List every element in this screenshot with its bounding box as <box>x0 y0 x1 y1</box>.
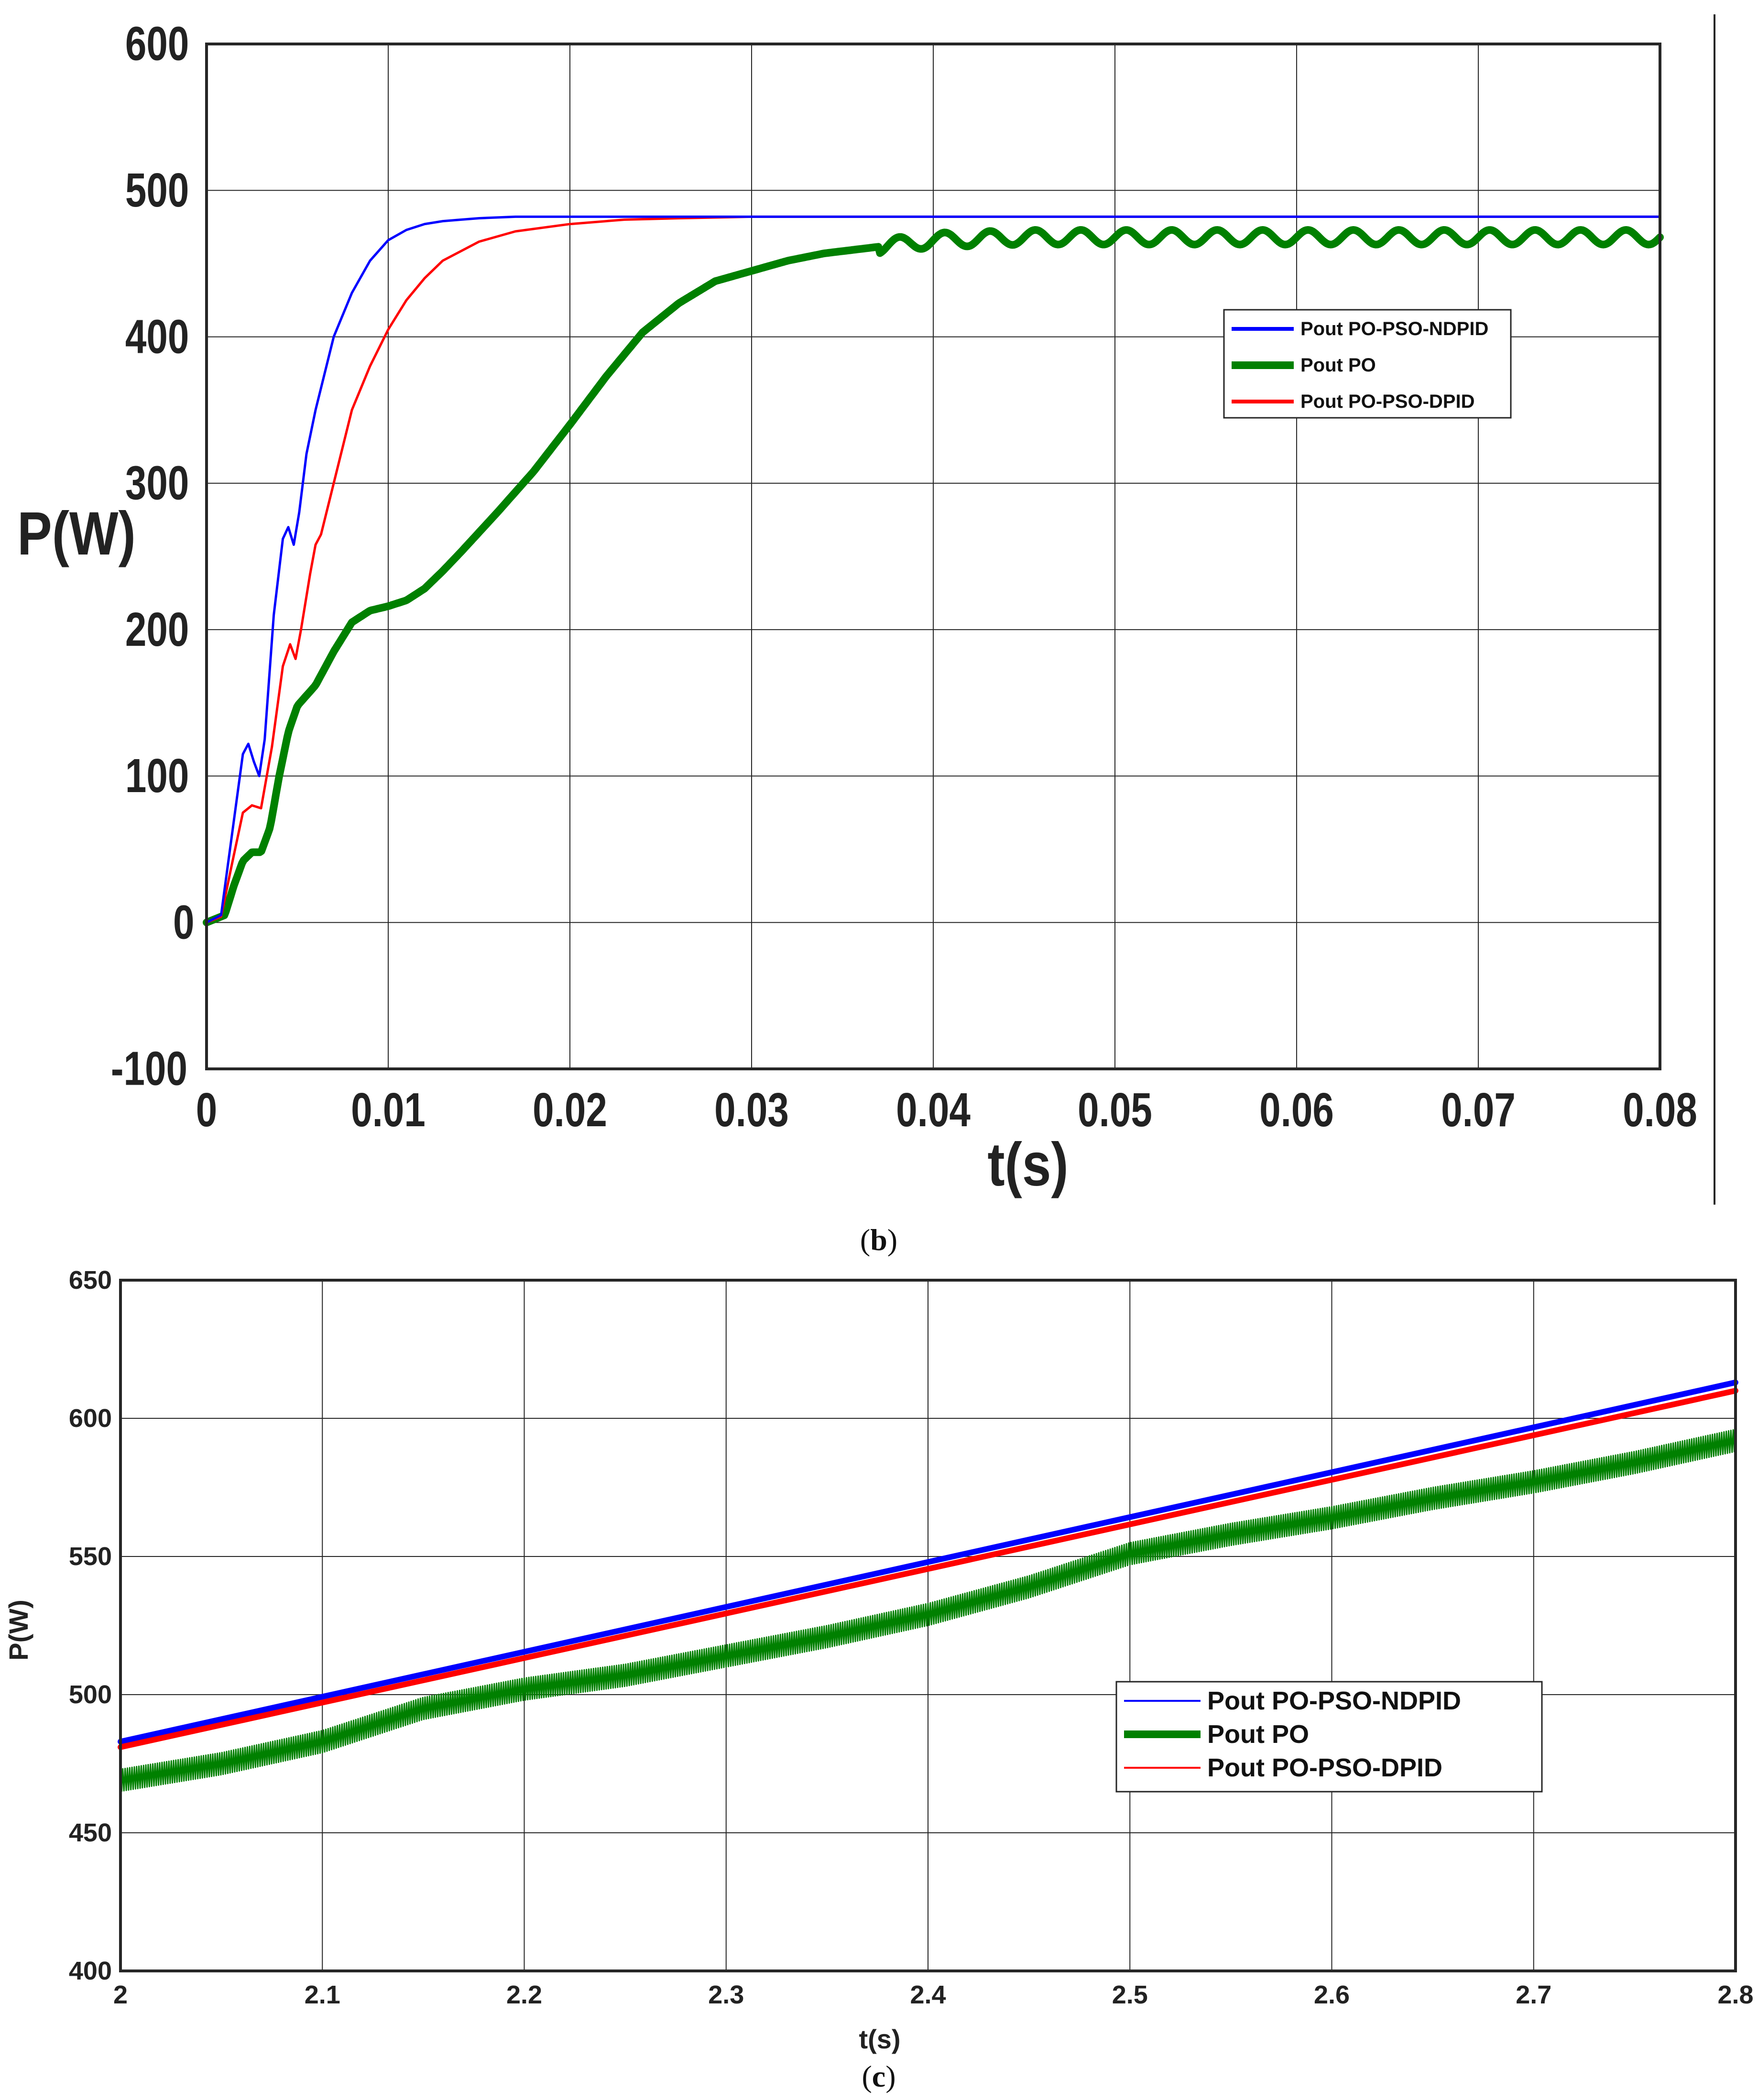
series-line-pout-po-pso-ndpid <box>205 215 1661 924</box>
series-line-pout-po <box>203 226 1664 926</box>
y-tick-label: 200 <box>125 603 189 656</box>
y-tick-label: -100 <box>111 1042 187 1096</box>
y-tick-label: 500 <box>69 1680 112 1709</box>
y-tick-label: 300 <box>125 457 189 510</box>
x-tick-label: 0.06 <box>1259 1084 1334 1137</box>
x-tick-label: 0.03 <box>714 1084 789 1137</box>
x-tick-label: 2.7 <box>1516 1980 1551 2009</box>
x-tick-label: 0.05 <box>1078 1084 1152 1137</box>
grid-lines-b <box>207 44 1660 1069</box>
y-tick-label: 600 <box>69 1404 112 1433</box>
legend-label: Pout PO <box>1300 355 1376 376</box>
x-tick-label: 2.4 <box>910 1980 946 2009</box>
y-axis-label-c: P(W) <box>3 1599 33 1661</box>
y-tick-label: 0 <box>173 896 194 949</box>
y-tick-label: 650 <box>69 1266 112 1295</box>
legend-label: Pout PO-PSO-NDPID <box>1300 318 1488 339</box>
series-group-c <box>118 1379 1738 1792</box>
x-tick-label: 2 <box>113 1980 128 2009</box>
caption-c: (c) <box>862 2059 895 2093</box>
plot-frame-c <box>119 1279 1737 1972</box>
x-tick-label: 0.01 <box>351 1084 426 1137</box>
y-tick-label: 400 <box>69 1957 112 1985</box>
series-line-pout-po <box>120 1428 1736 1792</box>
legend-label: Pout PO-PSO-NDPID <box>1207 1687 1461 1715</box>
legend-label: Pout PO <box>1207 1720 1309 1749</box>
plot-frame-b <box>205 43 1661 1070</box>
x-tick-label: 2.5 <box>1112 1980 1148 2009</box>
series-group-b <box>203 215 1664 926</box>
x-tick-label: 2.1 <box>305 1980 340 2009</box>
x-tick-label: 0.02 <box>533 1084 607 1137</box>
chart-panel-b: 0 0.01 0.02 0.03 0.04 0.05 0.06 0.07 0.08-100010… <box>17 14 1715 1257</box>
legend-label: Pout PO-PSO-DPID <box>1207 1753 1442 1782</box>
x-tick-label: 0.04 <box>896 1084 971 1137</box>
series-line-pout-po-pso-ndpid <box>118 1379 1738 1745</box>
grid-lines-c <box>120 1280 1736 1971</box>
y-tick-label: 600 <box>125 17 189 71</box>
chart-panel-c: 2 2.1 2.2 2.3 2.4 2.5 2.6 2.7 2.8 400 450 500 550 600… <box>3 1266 1754 2093</box>
y-tick-label: 450 <box>69 1818 112 1847</box>
x-tick-label: 2.6 <box>1314 1980 1350 2009</box>
x-axis-label-c: t(s) <box>859 2024 900 2054</box>
y-tick-label: 550 <box>69 1542 112 1571</box>
x-axis-label-b: t(s) <box>987 1131 1068 1199</box>
x-tick-label: 2.8 <box>1717 1980 1753 2009</box>
legend-b: Pout PO-PSO-NDPID Pout PO Pout PO-PSO-DPID <box>1223 309 1512 419</box>
x-tick-label: 2.3 <box>708 1980 744 2009</box>
y-tick-label: 500 <box>125 164 189 218</box>
y-tick-label: 400 <box>125 310 189 364</box>
legend-c: Pout PO-PSO-NDPID Pout PO Pout PO-PSO-DPID <box>1115 1681 1543 1793</box>
legend-label: Pout PO-PSO-DPID <box>1300 391 1474 412</box>
y-axis-label-b: P(W) <box>17 500 136 568</box>
y-tick-label: 100 <box>125 750 189 803</box>
x-tick-label: 0.07 <box>1441 1084 1516 1137</box>
x-tick-label: 2.2 <box>506 1980 542 2009</box>
caption-b: (b) <box>860 1223 897 1257</box>
series-line-pout-po-pso-dpid <box>118 1388 1738 1750</box>
x-tick-label: 0.08 <box>1623 1084 1697 1137</box>
tick-labels-c: 2 2.1 2.2 2.3 2.4 2.5 2.6 2.7 2.8 400 450 500 550 600… <box>69 1266 1754 2009</box>
x-tick-label: 0 <box>196 1084 217 1137</box>
tick-labels-b: 0 0.01 0.02 0.03 0.04 0.05 0.06 0.07 0.08-100010… <box>111 17 1697 1137</box>
